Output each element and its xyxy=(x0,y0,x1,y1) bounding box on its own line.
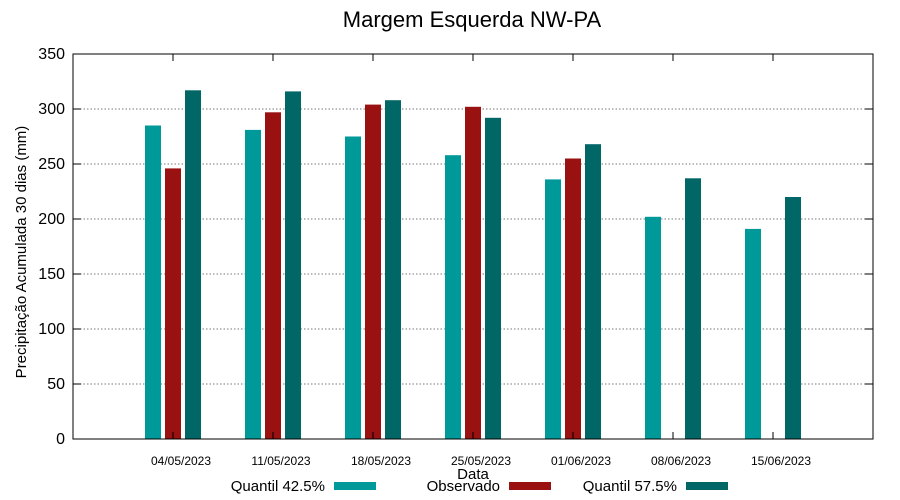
x-tick-label: 04/05/2023 xyxy=(151,454,211,468)
bar-quantil-57-5--04-05-2023 xyxy=(185,90,201,440)
bar-quantil-57-5--25-05-2023 xyxy=(485,117,501,440)
bar-quantil-42-5--15-06-2023 xyxy=(745,228,761,439)
bars xyxy=(145,90,801,440)
legend-swatch xyxy=(686,482,728,490)
bar-observado-11-05-2023 xyxy=(265,112,281,440)
y-tick-label: 0 xyxy=(56,431,65,448)
bar-quantil-42-5--04-05-2023 xyxy=(145,125,161,439)
y-tick-label: 350 xyxy=(38,46,65,63)
y-tick-label: 250 xyxy=(38,156,65,173)
bar-quantil-57-5--11-05-2023 xyxy=(285,91,301,440)
y-axis-ticks: 0 50 100 150 200 250 300 350 xyxy=(38,46,873,448)
bar-quantil-57-5--01-06-2023 xyxy=(585,144,601,439)
bar-quantil-42-5--11-05-2023 xyxy=(245,129,261,439)
bar-observado-01-06-2023 xyxy=(565,158,581,439)
x-tick-label: 15/06/2023 xyxy=(751,454,811,468)
legend-label: Observado xyxy=(427,478,500,495)
x-tick-label: 18/05/2023 xyxy=(351,454,411,468)
y-tick-label: 150 xyxy=(38,266,65,283)
bar-quantil-42-5--08-06-2023 xyxy=(645,216,661,439)
legend-swatch xyxy=(509,482,551,490)
chart-title: Margem Esquerda NW-PA xyxy=(343,7,602,32)
x-axis-label: Data xyxy=(457,466,489,483)
x-axis-ticks: 04/05/2023 11/05/2023 18/05/2023 25/05/2023… xyxy=(151,54,811,468)
bar-observado-04-05-2023 xyxy=(165,168,181,439)
legend-swatch xyxy=(334,482,376,490)
x-tick-label: 01/06/2023 xyxy=(551,454,611,468)
y-tick-label: 200 xyxy=(38,211,65,228)
y-tick-label: 300 xyxy=(38,101,65,118)
bar-quantil-42-5--25-05-2023 xyxy=(445,155,461,439)
bar-quantil-57-5--08-06-2023 xyxy=(685,178,701,440)
y-tick-label: 100 xyxy=(38,321,65,338)
legend-label: Quantil 42.5% xyxy=(231,478,325,495)
x-tick-label: 11/05/2023 xyxy=(251,454,310,468)
bar-quantil-57-5--18-05-2023 xyxy=(385,100,401,439)
bar-observado-18-05-2023 xyxy=(365,104,381,439)
x-tick-label: 08/06/2023 xyxy=(651,454,711,468)
y-tick-label: 50 xyxy=(47,376,65,393)
y-axis-label: Precipitação Acumulada 30 dias (mm) xyxy=(13,126,30,379)
bar-quantil-42-5--18-05-2023 xyxy=(345,136,361,439)
legend-label: Quantil 57.5% xyxy=(583,478,677,495)
legend: Quantil 42.5% Observado Quantil 57.5% xyxy=(231,478,728,495)
bar-quantil-42-5--01-06-2023 xyxy=(545,179,561,439)
bar-quantil-57-5--15-06-2023 xyxy=(785,197,801,439)
x-tick-label: 25/05/2023 xyxy=(451,454,511,468)
bar-observado-25-05-2023 xyxy=(465,106,481,440)
